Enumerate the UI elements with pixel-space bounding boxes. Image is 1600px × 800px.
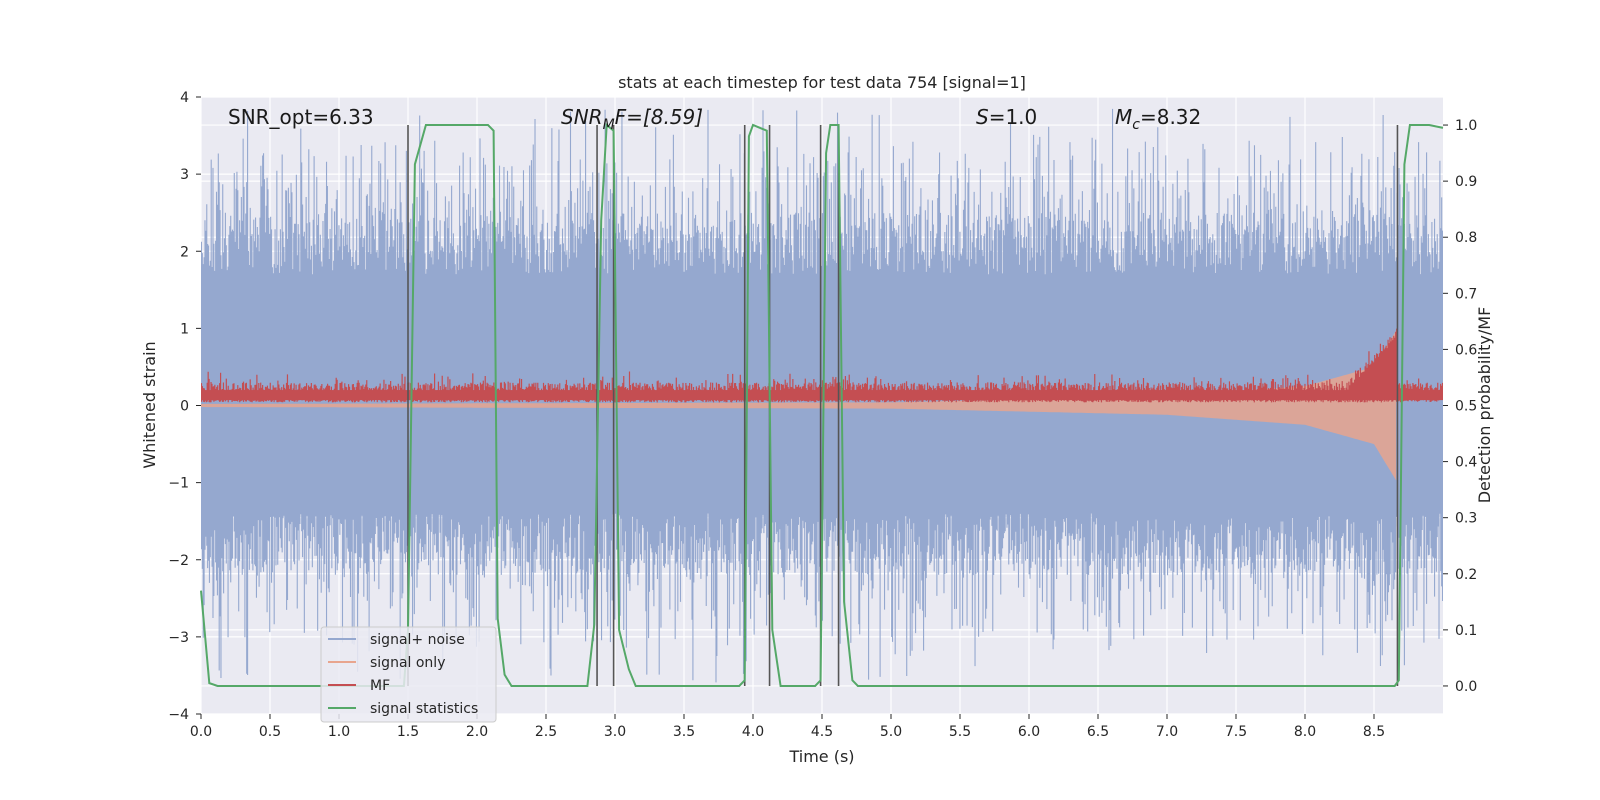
- x-axis-ticks: 0.0 0.5 1.0 1.5 2.0 2.5 3.0 3.5 4.0 4.5 5.0 5.5 6.0 6…: [190, 714, 1385, 740]
- x-tick-label-10: 5.0: [880, 724, 902, 740]
- x-tick-label-8: 4.0: [742, 724, 764, 740]
- x-tick-label-13: 6.5: [1087, 724, 1109, 740]
- y-right-tick-label-2: 0.8: [1455, 230, 1477, 246]
- x-tick-label-17: 8.5: [1363, 724, 1385, 740]
- y-right-axis-label: Detection probability/MF: [1475, 307, 1494, 504]
- y-right-tick-label-10: 0.0: [1455, 679, 1477, 695]
- x-tick-label-12: 6.0: [1018, 724, 1040, 740]
- legend-label-signal-noise: signal+ noise: [370, 632, 465, 648]
- y-left-tick-label-8: −4: [168, 707, 189, 723]
- y-left-tick-label-0: 4: [180, 90, 189, 106]
- signal-only-trace: [201, 330, 1397, 481]
- legend-label-signal-statistics: signal statistics: [370, 701, 478, 717]
- y-left-tick-label-6: −2: [168, 553, 189, 569]
- x-tick-label-14: 7.0: [1156, 724, 1178, 740]
- y-right-tick-label-5: 0.5: [1455, 399, 1477, 415]
- y-left-tick-label-7: −3: [168, 630, 189, 646]
- x-tick-label-15: 7.5: [1225, 724, 1247, 740]
- annotation-snr-mf-f: F=[8.59]: [615, 105, 703, 129]
- y-right-tick-label-3: 0.7: [1455, 286, 1477, 302]
- y-right-tick-label-7: 0.3: [1455, 511, 1477, 527]
- x-tick-label-1: 0.5: [259, 724, 281, 740]
- mf-band: [201, 390, 1443, 401]
- signal-only-series: [201, 330, 1397, 481]
- y-left-tick-label-3: 1: [180, 321, 189, 337]
- y-right-tick-label-8: 0.2: [1455, 567, 1477, 583]
- y-left-ticks: 4 3 2 1 0 −1 −2 −3 −4: [168, 90, 201, 723]
- y-left-tick-label-2: 2: [180, 244, 189, 260]
- x-tick-label-6: 3.0: [604, 724, 626, 740]
- annotation-s-var: S: [976, 105, 989, 129]
- legend: signal+ noise signal only MF signal stat…: [320, 626, 497, 723]
- signal-statistics-series: [200, 122, 1444, 687]
- mf-series: [201, 328, 1443, 403]
- y-left-axis-label: Whitened strain: [140, 341, 159, 468]
- y-right-ticks: 1.0 0.9 0.8 0.7 0.6 0.5 0.4 0.3 0.2 0.1 0.0: [1443, 118, 1477, 695]
- annotation-s-rest: =1.0: [989, 105, 1038, 129]
- x-tick-label-5: 2.5: [535, 724, 557, 740]
- y-left-tick-label-1: 3: [180, 167, 189, 183]
- annotation-snr-mf-main: SNR: [561, 105, 603, 129]
- x-tick-label-3: 1.5: [397, 724, 419, 740]
- y-right-tick-label-6: 0.4: [1455, 455, 1477, 471]
- annotation-snr-mf-sub: M: [603, 117, 615, 133]
- y-right-tick-label-1: 0.9: [1455, 174, 1477, 190]
- x-tick-label-7: 3.5: [673, 724, 695, 740]
- x-tick-label-16: 8.0: [1294, 724, 1316, 740]
- y-right-tick-label-9: 0.1: [1455, 623, 1477, 639]
- legend-box: [320, 626, 497, 723]
- annotations: SNR_opt=6.33 SNRMF=[8.59] S=1.0 Mc=8.32: [228, 105, 1201, 133]
- y-right-tick-label-4: 0.6: [1455, 342, 1477, 358]
- x-axis-label: Time (s): [788, 747, 854, 766]
- x-tick-label-11: 5.5: [949, 724, 971, 740]
- x-tick-label-2: 1.0: [328, 724, 350, 740]
- annotation-snr-opt: SNR_opt=6.33: [228, 105, 374, 129]
- annotation-mc-rest: =8.32: [1140, 105, 1201, 129]
- chart-title: stats at each timestep for test data 754…: [618, 73, 1026, 92]
- legend-label-mf: MF: [370, 678, 390, 694]
- annotation-mc-var: M: [1115, 105, 1132, 129]
- y-right-tick-label-0: 1.0: [1455, 118, 1477, 134]
- y-left-tick-label-4: 0: [180, 399, 189, 415]
- annotation-snr-mf: SNRMF=[8.59]: [561, 105, 703, 133]
- x-tick-label-0: 0.0: [190, 724, 212, 740]
- y-left-tick-label-5: −1: [168, 476, 189, 492]
- annotation-mc: Mc=8.32: [1115, 105, 1201, 133]
- annotation-mc-sub: c: [1132, 117, 1140, 133]
- signal-statistics-line: [200, 122, 1444, 687]
- x-tick-label-9: 4.5: [811, 724, 833, 740]
- legend-label-signal-only: signal only: [370, 655, 445, 671]
- x-tick-label-4: 2.0: [466, 724, 488, 740]
- annotation-s: S=1.0: [976, 105, 1037, 129]
